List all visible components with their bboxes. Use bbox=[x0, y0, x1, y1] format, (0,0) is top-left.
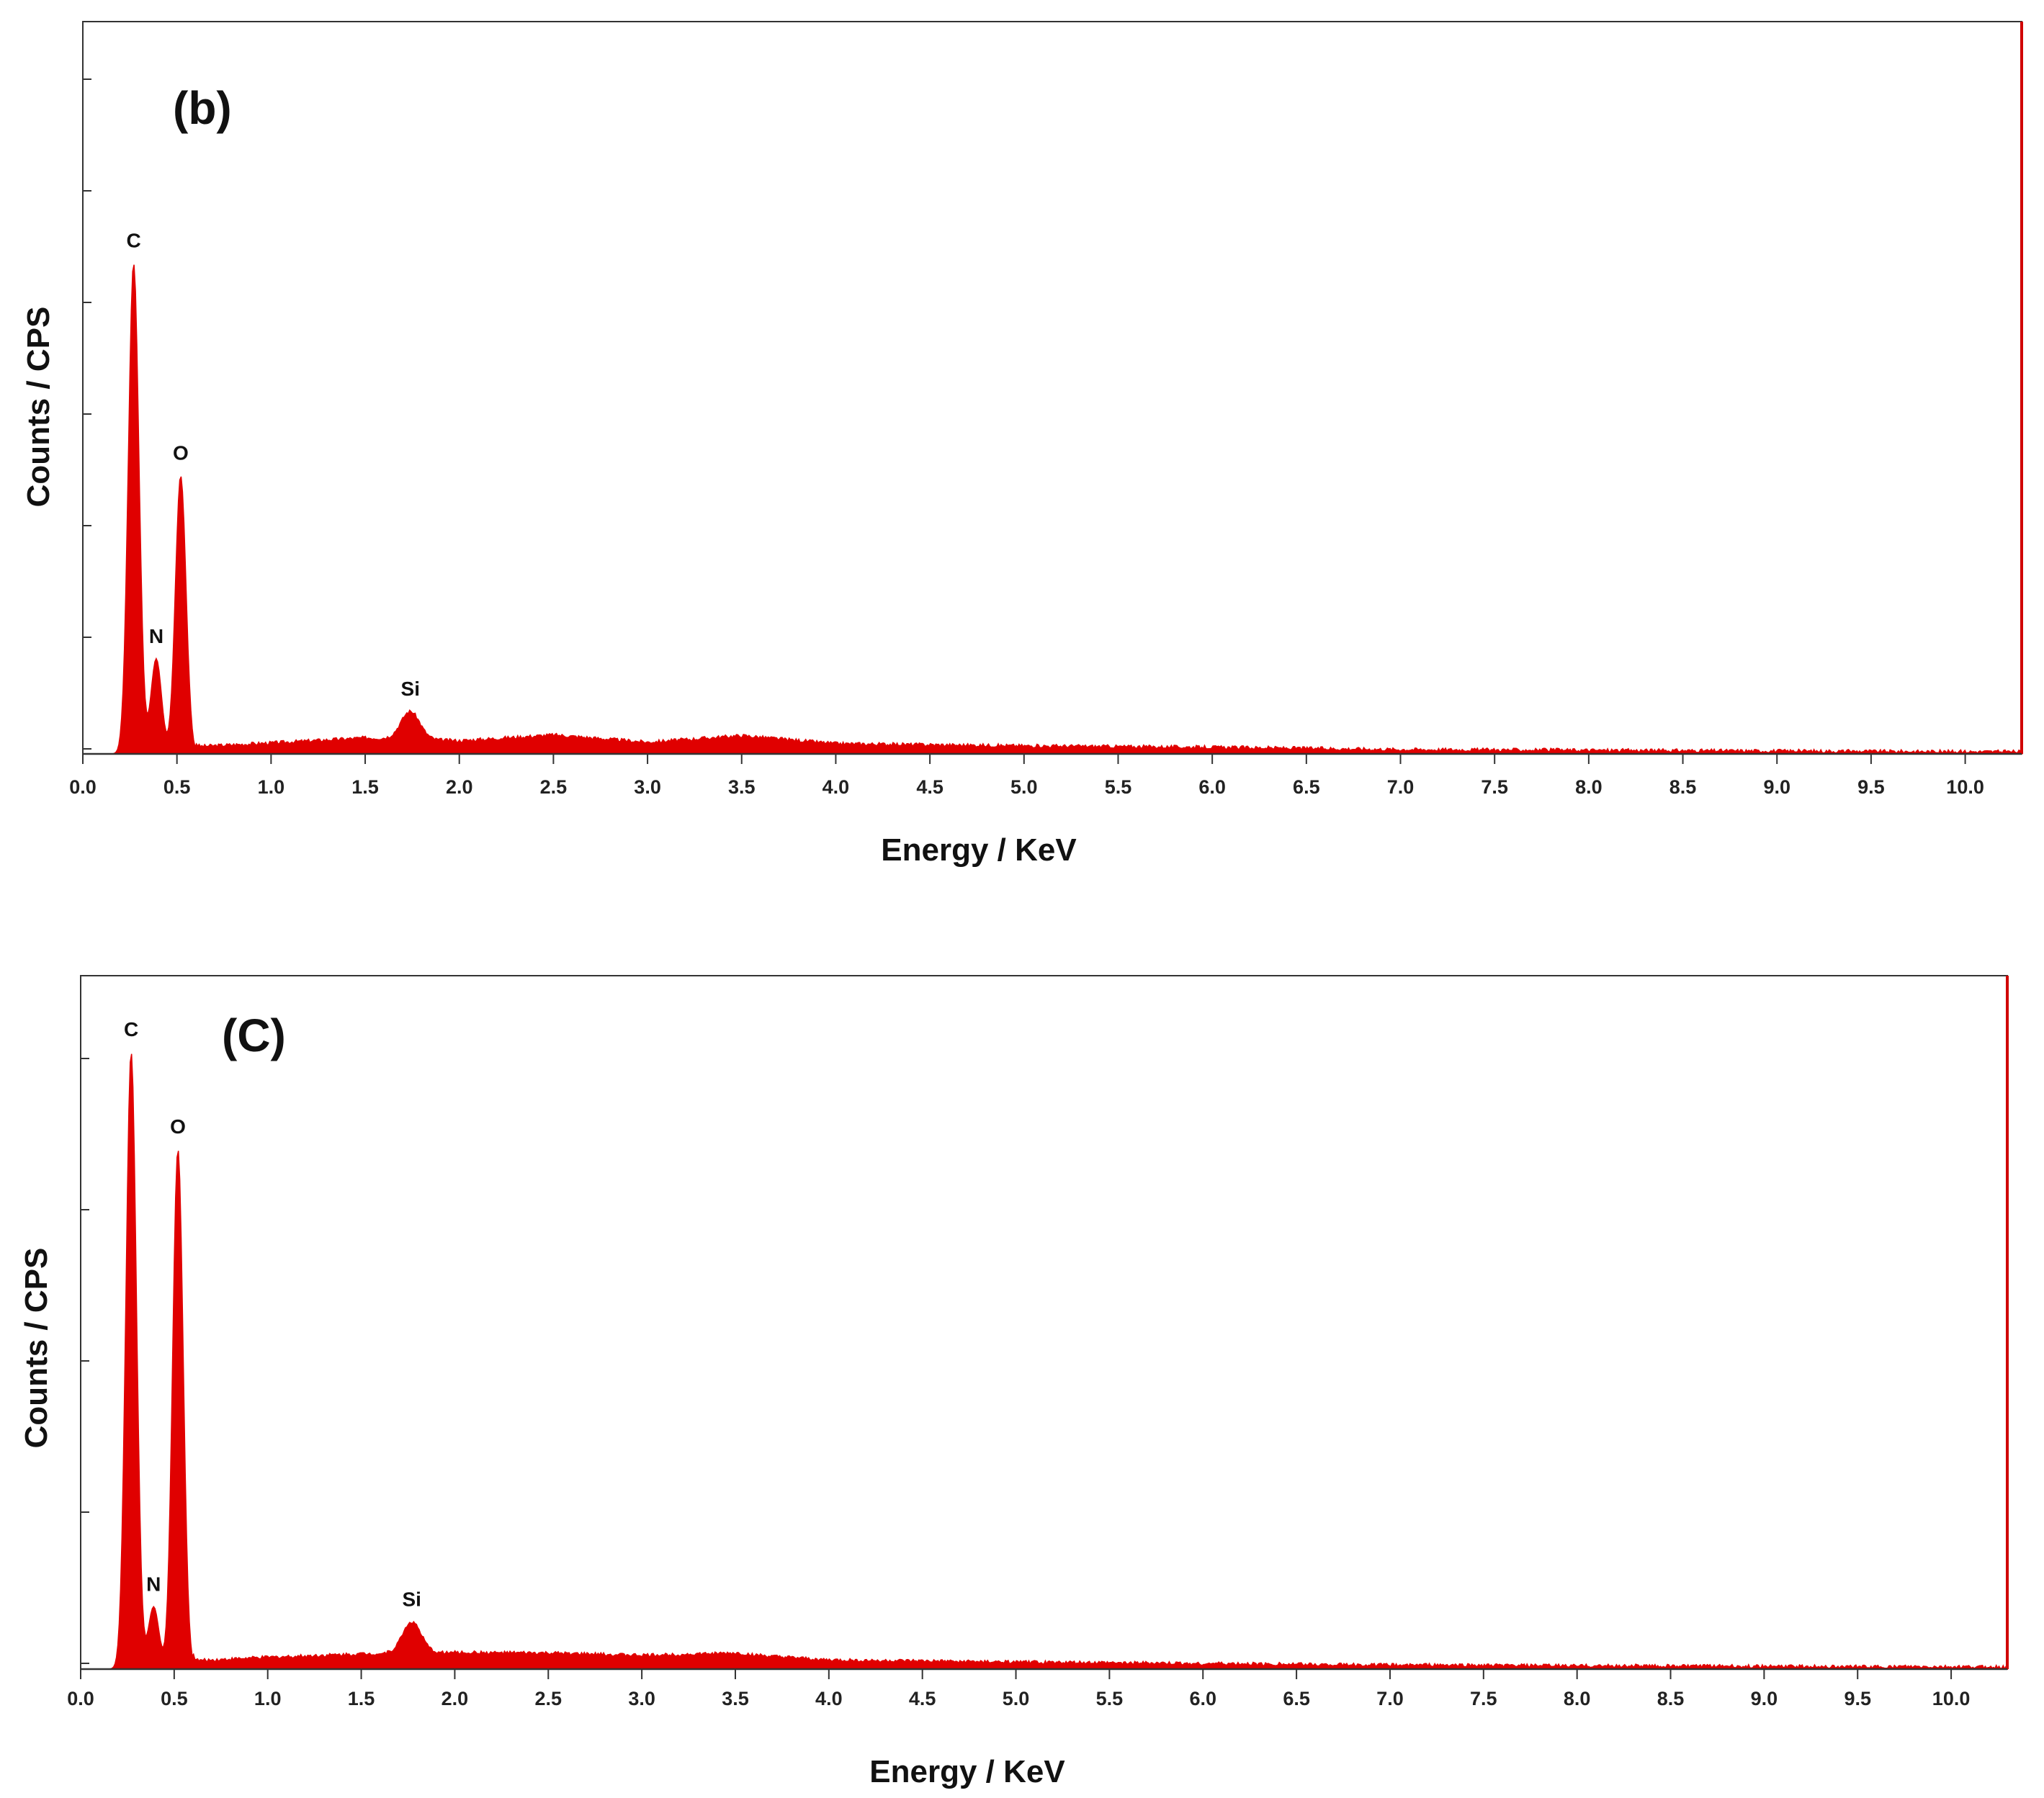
x-tick-label: 4.0 bbox=[822, 776, 850, 798]
x-tick-label: 3.0 bbox=[634, 776, 661, 798]
spectrum-area bbox=[81, 1053, 2008, 1671]
x-tick-label: 9.5 bbox=[1844, 1688, 1871, 1709]
x-tick-label: 7.0 bbox=[1387, 776, 1415, 798]
peak-label-si: Si bbox=[402, 1588, 421, 1610]
x-tick-label: 3.0 bbox=[628, 1688, 655, 1709]
x-tick-label: 1.0 bbox=[254, 1688, 282, 1709]
x-tick-label: 0.0 bbox=[67, 1688, 94, 1709]
peak-label-c: C bbox=[124, 1018, 138, 1040]
x-tick-label: 4.5 bbox=[909, 1688, 936, 1709]
spectrum-area bbox=[83, 264, 2022, 755]
x-tick-label: 2.0 bbox=[446, 776, 473, 798]
x-tick-label: 5.5 bbox=[1096, 1688, 1124, 1709]
x-tick-label: 5.0 bbox=[1003, 1688, 1030, 1709]
x-tick-label: 3.5 bbox=[722, 1688, 749, 1709]
x-tick-label: 7.5 bbox=[1470, 1688, 1497, 1709]
x-tick-label: 2.5 bbox=[540, 776, 568, 798]
x-tick-label: 8.5 bbox=[1657, 1688, 1685, 1709]
x-tick-label: 9.0 bbox=[1763, 776, 1790, 798]
x-tick-label: 0.0 bbox=[69, 776, 97, 798]
x-tick-label: 8.0 bbox=[1575, 776, 1603, 798]
peak-label-o: O bbox=[173, 442, 189, 464]
x-tick-label: 6.0 bbox=[1198, 776, 1226, 798]
panel-label: (b) bbox=[173, 82, 232, 134]
x-tick-label: 8.5 bbox=[1669, 776, 1697, 798]
chart-panel-c: 0.0 0.5 1.0 1.5 2.0 2.5 3.0 3.5 4.0 4.5 5.0 5.5 6.0 6… bbox=[19, 975, 2009, 1789]
y-axis-label: Counts / CPS bbox=[21, 307, 56, 508]
x-tick-label: 10.0 bbox=[1946, 776, 1984, 798]
x-tick-label: 2.5 bbox=[534, 1688, 562, 1709]
x-tick-label: 1.5 bbox=[351, 776, 379, 798]
x-tick-label: 1.5 bbox=[348, 1688, 375, 1709]
x-tick-label: 6.5 bbox=[1283, 1688, 1310, 1709]
x-tick-label: 5.0 bbox=[1010, 776, 1038, 798]
x-tick-label: 9.0 bbox=[1751, 1688, 1778, 1709]
peak-label-n: N bbox=[149, 625, 163, 647]
peak-label-si: Si bbox=[401, 678, 420, 700]
x-tick-label: 7.5 bbox=[1481, 776, 1508, 798]
x-tick-label: 10.0 bbox=[1932, 1688, 1971, 1709]
x-tick-label: 9.5 bbox=[1857, 776, 1885, 798]
x-tick-label: 1.0 bbox=[258, 776, 285, 798]
x-tick-label: 6.5 bbox=[1293, 776, 1320, 798]
x-tick-label: 6.0 bbox=[1189, 1688, 1216, 1709]
chart-panel-b: 0.0 0.5 1.0 1.5 2.0 2.5 3.0 3.5 4.0 4.5 5.0 5.5 6.0 6… bbox=[21, 21, 2023, 868]
x-tick-label: 4.5 bbox=[916, 776, 943, 798]
panel-label: (C) bbox=[222, 1010, 286, 1061]
x-tick-label: 5.5 bbox=[1105, 776, 1132, 798]
x-axis-label: Energy / KeV bbox=[869, 1754, 1065, 1789]
x-axis-label: Energy / KeV bbox=[881, 832, 1077, 868]
plot-frame bbox=[80, 975, 2008, 1670]
peak-label-o: O bbox=[170, 1115, 186, 1138]
peak-label-c: C bbox=[126, 230, 140, 252]
x-tick-label: 0.5 bbox=[161, 1688, 188, 1709]
peak-label-n: N bbox=[146, 1573, 161, 1595]
y-axis-label: Counts / CPS bbox=[19, 1248, 54, 1449]
x-tick-label: 3.5 bbox=[728, 776, 756, 798]
x-tick-label: 8.0 bbox=[1564, 1688, 1591, 1709]
x-tick-label: 2.0 bbox=[441, 1688, 469, 1709]
x-tick-label: 7.0 bbox=[1376, 1688, 1404, 1709]
x-tick-label: 4.0 bbox=[815, 1688, 843, 1709]
x-tick-label: 0.5 bbox=[163, 776, 191, 798]
plot-frame bbox=[82, 21, 2022, 755]
